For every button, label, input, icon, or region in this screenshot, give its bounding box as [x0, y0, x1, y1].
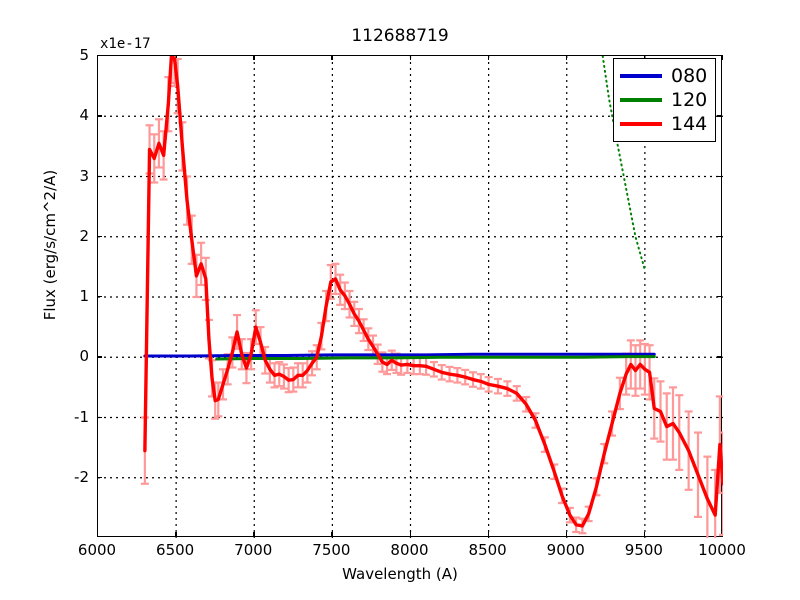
x-tick-mark — [175, 532, 177, 537]
legend-label-144: 144 — [671, 112, 708, 135]
legend-label-080: 080 — [671, 64, 708, 87]
y-tick-label: 0 — [79, 347, 89, 366]
y-axis-label: Flux (erg/s/cm^2/A) — [41, 169, 59, 321]
x-tick-mark — [331, 532, 333, 537]
y-tick-label: -2 — [74, 467, 89, 486]
y-tick-label: 4 — [79, 106, 89, 125]
legend-label-120: 120 — [671, 88, 708, 111]
x-tick-label: 9000 — [546, 541, 585, 559]
y-tick-mark-right — [717, 175, 722, 177]
x-tick-mark-top — [722, 55, 724, 60]
y-axis-exponent-label: x1e-17 — [100, 36, 151, 52]
series-line-120-dotted-upper — [601, 56, 646, 271]
plot-area — [97, 55, 723, 538]
legend-item-144[interactable]: 144 — [620, 112, 707, 136]
legend-swatch-080 — [620, 74, 662, 78]
y-tick-label: 2 — [79, 226, 89, 245]
x-tick-label: 6000 — [77, 541, 117, 559]
series-line-120 — [215, 355, 656, 361]
x-tick-label: 7000 — [234, 541, 273, 559]
x-tick-label: 8000 — [390, 541, 429, 559]
x-axis-label: Wavelength (A) — [342, 565, 458, 583]
series-line-144 — [143, 56, 723, 528]
x-tick-label: 8500 — [468, 541, 507, 559]
x-tick-mark — [487, 532, 490, 537]
legend-item-080[interactable]: 080 — [620, 64, 707, 88]
x-tick-mark — [565, 532, 568, 537]
x-tick-label: 9500 — [624, 541, 663, 559]
x-tick-mark — [253, 532, 255, 537]
x-tick-label: 7500 — [312, 541, 351, 559]
y-tick-mark-right — [717, 356, 722, 358]
y-tick-mark-right — [717, 296, 722, 298]
y-tick-label: 3 — [79, 166, 89, 185]
y-tick-mark-right — [717, 235, 722, 238]
y-tick-label: 1 — [79, 287, 89, 305]
data-series-layer — [140, 56, 723, 538]
legend: 080 120 144 — [613, 58, 717, 142]
x-tick-label: 6500 — [156, 541, 195, 559]
y-tick-label: -1 — [74, 407, 89, 426]
y-tick-label: 5 — [79, 46, 89, 64]
x-tick-mark — [643, 532, 646, 537]
page-title: 112688719 — [351, 26, 449, 46]
x-tick-label: 10000 — [698, 541, 746, 559]
legend-item-120[interactable]: 120 — [620, 88, 707, 112]
y-tick-mark-right — [717, 115, 722, 117]
legend-swatch-144 — [620, 122, 662, 126]
legend-swatch-120 — [620, 98, 662, 102]
grid-lines — [98, 56, 723, 538]
x-tick-mark — [409, 532, 411, 537]
